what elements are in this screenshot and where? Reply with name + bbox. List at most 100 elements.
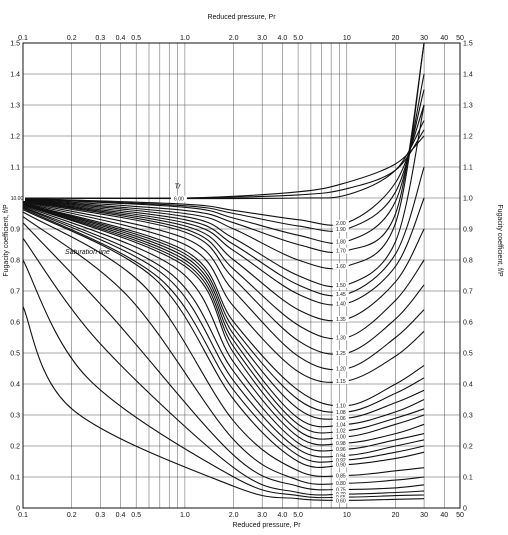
y-tick-label-right: 1.1 [463,165,473,172]
x-tick-label-bottom: 0.2 [67,512,77,519]
x-tick-label-top: 0.4 [116,35,126,42]
y-tick-label-right: 0.9 [463,227,473,234]
y-tick-label-right: 0.2 [463,444,473,451]
isotherm-label-bg [332,421,349,428]
isotherm-label-bg [332,365,349,372]
isotherm-label-bg [332,315,349,322]
isotherm-label-bg [332,491,349,498]
isotherm-curve [22,166,425,297]
isotherm-label-bg [332,480,349,487]
plot-frame [22,42,461,509]
x-tick-label-bottom: 40 [440,512,448,519]
y-tick-label-left: 0.5 [10,351,20,358]
isotherm-label: 2.00 [336,221,346,227]
isotherm-label-bg [332,350,349,356]
isotherm-curve [22,222,425,491]
isotherm-label: 0.94 [336,453,346,459]
y-axis-label-left: Fugacity coefficient, f/P [3,204,10,277]
x-tick-label-bottom: 1.0 [180,512,190,519]
isotherm-label: 0.60 [336,498,346,504]
y-tick-label-left: 0.9 [10,227,20,234]
isotherm-label: 0.80 [336,481,346,487]
isotherm-label: 0.98 [336,441,346,447]
isotherm-label-bg [332,456,349,463]
isotherm-curve [22,204,425,440]
isotherm-label-bg [332,408,349,415]
isotherm-curve [22,203,425,420]
isotherm-label: 1.80 [336,239,346,245]
x-tick-label-bottom: 30 [420,512,428,519]
y-tick-label-left: 1.5 [10,41,20,48]
isotherm-curve [22,209,425,468]
chart-annotation: Saturation line [65,249,110,256]
y-tick-label-right: 1.4 [463,72,473,79]
isotherm-curve [22,202,425,407]
x-tick-label-top: 50 [456,35,464,42]
isotherm-label-bg [332,402,349,409]
x-tick-label-top: 0.2 [67,35,77,42]
y-tick-label-right: 1.0 [463,196,473,203]
isotherm-label-bg [332,446,349,453]
y-tick-label-left: 1.2 [10,134,20,141]
isotherm-label-bg [332,226,349,232]
isotherm-label-bg [332,377,349,384]
isotherm-label-bg [332,486,349,493]
isotherm-label: 1.60 [336,264,346,270]
isotherm-label-bg [332,291,349,298]
x-tick-label-top: 0.5 [131,35,141,42]
isotherm-curve [22,89,425,232]
isotherm-label: 1.02 [336,429,346,435]
isotherm-curve [22,202,425,383]
isotherm-label: 1.90 [336,227,346,233]
isotherm-label-bg [332,439,349,446]
isotherm-label: 10.00 [11,196,24,202]
isotherm-label: 0.75 [336,487,346,493]
x-tick-label-top: 0.3 [95,35,105,42]
isotherm-curve [22,200,425,322]
isotherm-label: 1.70 [336,249,346,255]
isotherm-label-bg [332,427,349,434]
isotherm-label-bg [332,472,349,479]
isotherm-curve [22,203,425,428]
isotherm-curve [22,201,425,355]
x-tick-label-top: 0.1 [18,35,28,42]
isotherm-label-bg [170,195,187,202]
isotherm-label-bg [9,195,25,201]
y-tick-label-right: 1.2 [463,134,473,141]
isotherm-label-bg [332,452,349,459]
y-tick-label-right: 0.7 [463,289,473,296]
isotherm-label-bg [332,281,349,288]
x-tick-label-top: 10 [343,35,351,42]
y-tick-label-left: 0.1 [10,475,20,482]
isotherm-curve [22,42,425,270]
isotherm-curve [22,201,425,371]
x-tick-label-bottom: 5.0 [293,512,303,519]
y-tick-label-right: 0.8 [463,258,473,265]
y-tick-label-right: 0.6 [463,320,473,327]
isotherm-curve [22,203,425,434]
y-tick-label-right: 1.3 [463,103,473,110]
isotherm-label: 1.15 [336,379,346,385]
chart-annotation: Tr [174,184,181,191]
x-tick-label-top: 40 [440,35,448,42]
isotherm-label: 1.40 [336,301,346,307]
isotherm-label-bg [332,494,349,501]
isotherm-label-bg [332,497,349,504]
isotherm-curve [22,237,425,496]
isotherm-label: 1.08 [336,410,346,416]
y-tick-label-left: 0.4 [10,382,20,389]
isotherm-label: 1.35 [336,317,346,323]
isotherm-curve [22,197,425,306]
isotherm-label: 1.45 [336,292,346,298]
y-tick-label-right: 0.3 [463,413,473,420]
x-tick-label-top: 3.0 [257,35,267,42]
isotherm-curve [22,206,425,452]
isotherm-curve [22,120,425,200]
isotherm-curve [22,200,425,340]
isotherm-label: 0.96 [336,447,346,453]
x-tick-label-bottom: 2.0 [229,512,239,519]
isotherm-label-bg [332,219,349,226]
x-tick-label-top: 1.0 [180,35,190,42]
x-axis-label-bottom: Reduced pressure, Pr [232,522,301,529]
